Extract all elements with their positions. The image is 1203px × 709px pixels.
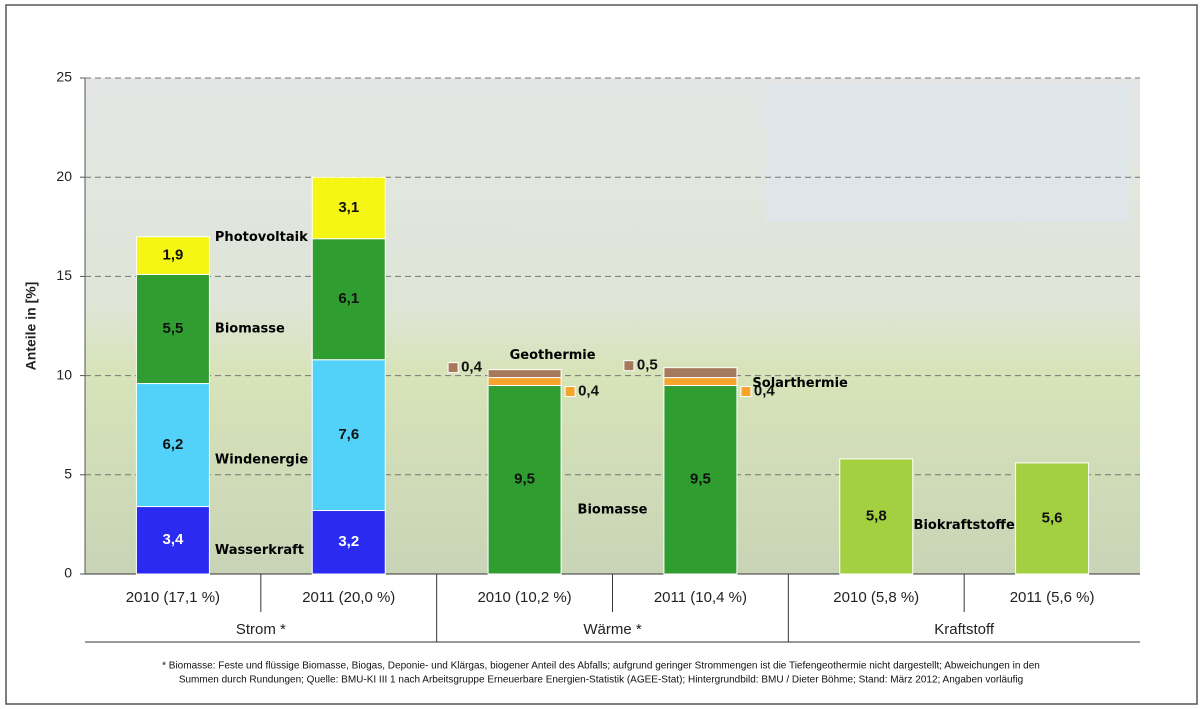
bar-segment [664,378,737,386]
x-tick-label: 2010 (17,1 %) [126,589,220,606]
value-label: 0,5 [637,357,658,374]
value-label: 3,1 [338,199,359,216]
series-label: Wasserkraft [215,543,304,558]
y-tick-label: 20 [56,168,72,184]
x-tick-label: 2010 (5,8 %) [833,589,919,606]
bar-segment [488,370,561,378]
value-label: 5,8 [866,507,887,524]
series-label: Solarthermie [752,376,848,391]
value-label: 0,4 [578,382,600,399]
value-label: 6,1 [338,290,359,307]
series-label: Biomasse [578,502,648,517]
series-label: Windenergie [215,453,308,468]
y-tick-label: 0 [64,565,72,581]
x-tick-label: 2011 (10,4 %) [654,589,747,606]
value-label: 0,4 [461,359,483,376]
value-label: 3,2 [338,533,359,550]
value-label: 9,5 [514,471,535,488]
value-label: 5,6 [1042,509,1063,526]
x-tick-label: 2010 (10,2 %) [477,589,571,606]
group-label: Strom * [236,621,286,638]
chart: Anteile in [%] * Biomasse: Feste und flü… [0,0,1203,709]
value-label: 7,6 [338,426,359,443]
legend-icon [448,363,458,373]
y-tick-label: 5 [64,466,72,482]
legend-icon [624,361,634,371]
series-label: Geothermie [510,348,596,363]
series-label: Biomasse [215,321,285,336]
footnote-line: * Biomasse: Feste und flüssige Biomasse,… [162,661,1040,672]
legend-icon [741,387,751,397]
value-label: 1,9 [162,247,183,264]
value-label: 6,2 [162,436,183,453]
background-panel [765,85,1130,222]
legend-icon [565,387,575,397]
group-label: Wärme * [583,621,642,638]
y-tick-label: 10 [56,366,72,382]
y-tick-label: 15 [56,267,72,283]
y-tick-label: 25 [56,69,72,85]
value-label: 3,4 [162,531,184,548]
x-tick-label: 2011 (20,0 %) [302,589,395,606]
x-tick-label: 2011 (5,6 %) [1010,589,1095,606]
footnote-line: Summen durch Rundungen; Quelle: BMU-KI I… [179,675,1023,686]
value-label: 5,5 [162,320,183,337]
bar-segment [664,368,737,378]
group-label: Kraftstoff [934,621,995,638]
value-label: 9,5 [690,471,711,488]
y-axis-label: Anteile in [%] [23,282,39,371]
bar-segment [488,378,561,386]
series-label: Biokraftstoffe [914,518,1015,533]
series-label: Photovoltaik [215,230,308,245]
